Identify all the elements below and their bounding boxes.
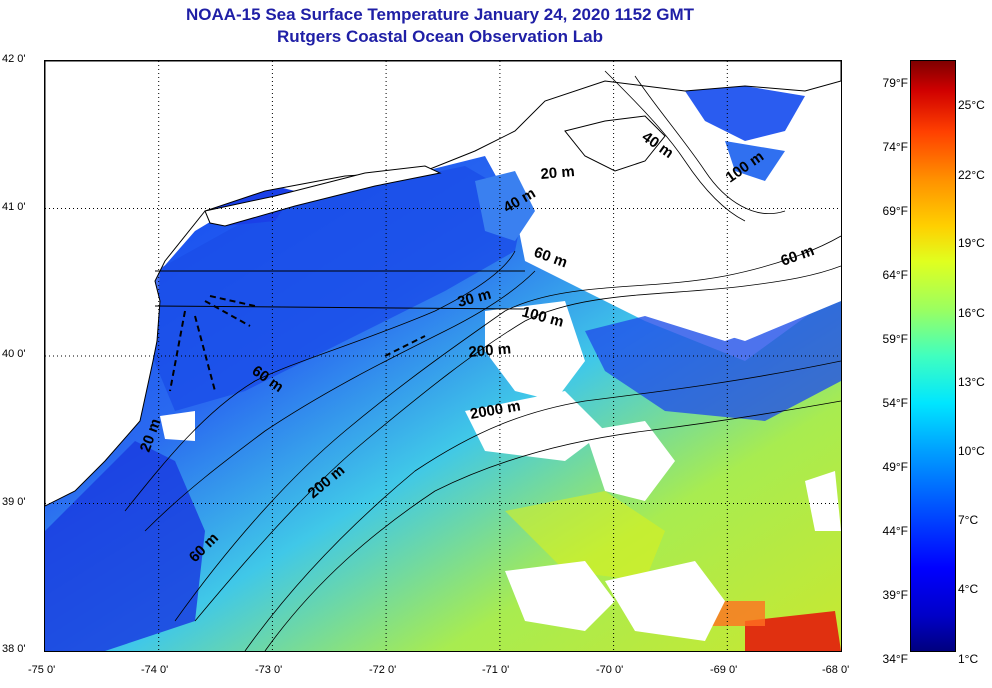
temperature-colorbar	[910, 60, 956, 652]
lat-label: 41 0'	[2, 201, 26, 213]
colorbar-c-label: 22°C	[958, 168, 985, 182]
landmass	[45, 61, 841, 507]
colorbar-c-label: 25°C	[958, 98, 985, 112]
bathymetry-contours	[124, 70, 841, 651]
colorbar-c-label: 16°C	[958, 306, 985, 320]
colorbar-c-label: 10°C	[958, 444, 985, 458]
colorbar-f-label: 79°F	[882, 76, 908, 90]
colorbar-f-label: 44°F	[882, 524, 908, 538]
colorbar-c-label: 19°C	[958, 236, 985, 250]
colorbar-f-label: 74°F	[882, 140, 908, 154]
lon-label: -72 0'	[369, 664, 397, 676]
lat-label: 42 0'	[2, 53, 26, 65]
sst-map-canvas: 40 m 20 m 100 m 40 m 60 m 60 m 30 m 100 …	[45, 61, 841, 651]
colorbar-f-label: 49°F	[882, 460, 908, 474]
lat-label: 38 0'	[2, 643, 26, 655]
depth-label: 200 m	[468, 340, 512, 361]
shipping-lanes	[154, 270, 526, 392]
lon-label: -69 0'	[710, 664, 738, 676]
lon-label: -75 0'	[28, 664, 56, 676]
lon-label: -73 0'	[255, 664, 283, 676]
colorbar-c-label: 13°C	[958, 375, 985, 389]
colorbar-c-label: 7°C	[958, 513, 979, 527]
lon-label: -71 0'	[482, 664, 510, 676]
lon-label: -70 0'	[596, 664, 624, 676]
map-subtitle: Rutgers Coastal Ocean Observation Lab	[277, 27, 603, 46]
sst-field	[45, 86, 841, 651]
graticule	[45, 61, 841, 651]
lon-label: -74 0'	[141, 664, 169, 676]
colorbar-f-label: 59°F	[882, 332, 908, 346]
colorbar-c-label: 1°C	[958, 652, 979, 666]
colorbar-c-label: 4°C	[958, 582, 979, 596]
lat-label: 40 0'	[2, 348, 26, 360]
colorbar-f-label: 54°F	[882, 396, 908, 410]
colorbar-f-label: 39°F	[882, 588, 908, 602]
colorbar-f-label: 34°F	[882, 652, 908, 666]
colorbar-f-label: 64°F	[882, 268, 908, 282]
depth-label: 20 m	[540, 163, 576, 183]
colorbar-f-label: 69°F	[882, 204, 908, 218]
sst-map: 40 m 20 m 100 m 40 m 60 m 60 m 30 m 100 …	[44, 60, 842, 652]
map-title: NOAA-15 Sea Surface Temperature January …	[185, 5, 695, 24]
lat-label: 39 0'	[2, 496, 26, 508]
lon-label: -68 0'	[822, 664, 850, 676]
